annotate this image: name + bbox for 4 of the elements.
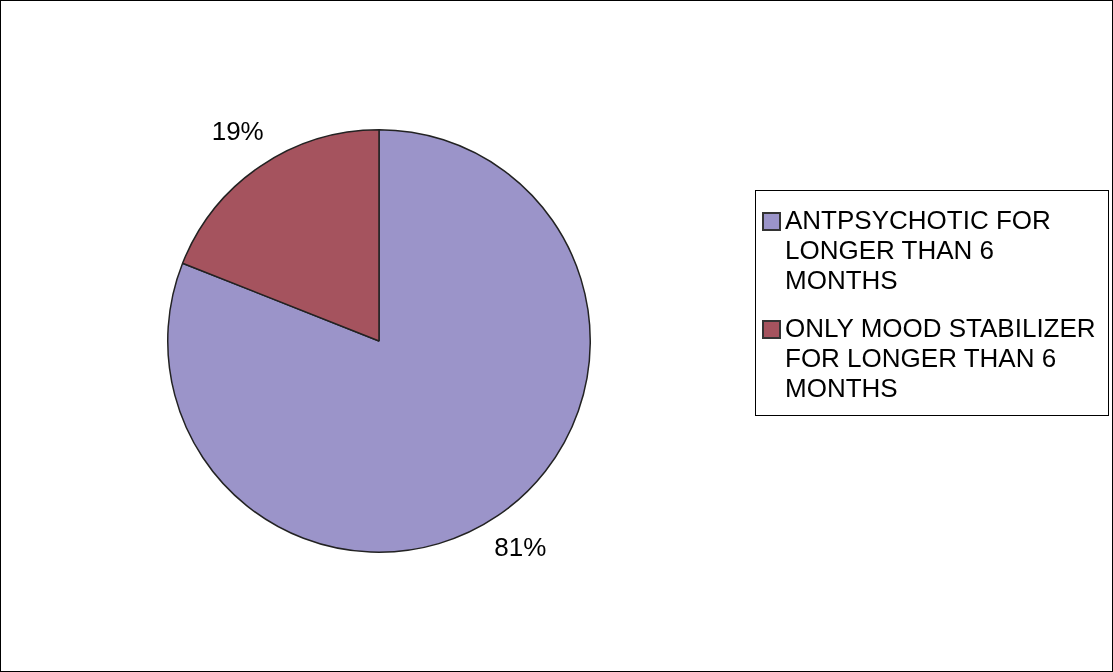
data-label: 19% (211, 116, 264, 147)
legend-label: ANTPSYCHOTIC FOR LONGER THAN 6 MONTHS (785, 205, 1052, 295)
legend-label: ONLY MOOD STABILIZER FOR LONGER THAN 6 MONTHS (785, 313, 1097, 403)
data-label: 81% (494, 532, 547, 563)
